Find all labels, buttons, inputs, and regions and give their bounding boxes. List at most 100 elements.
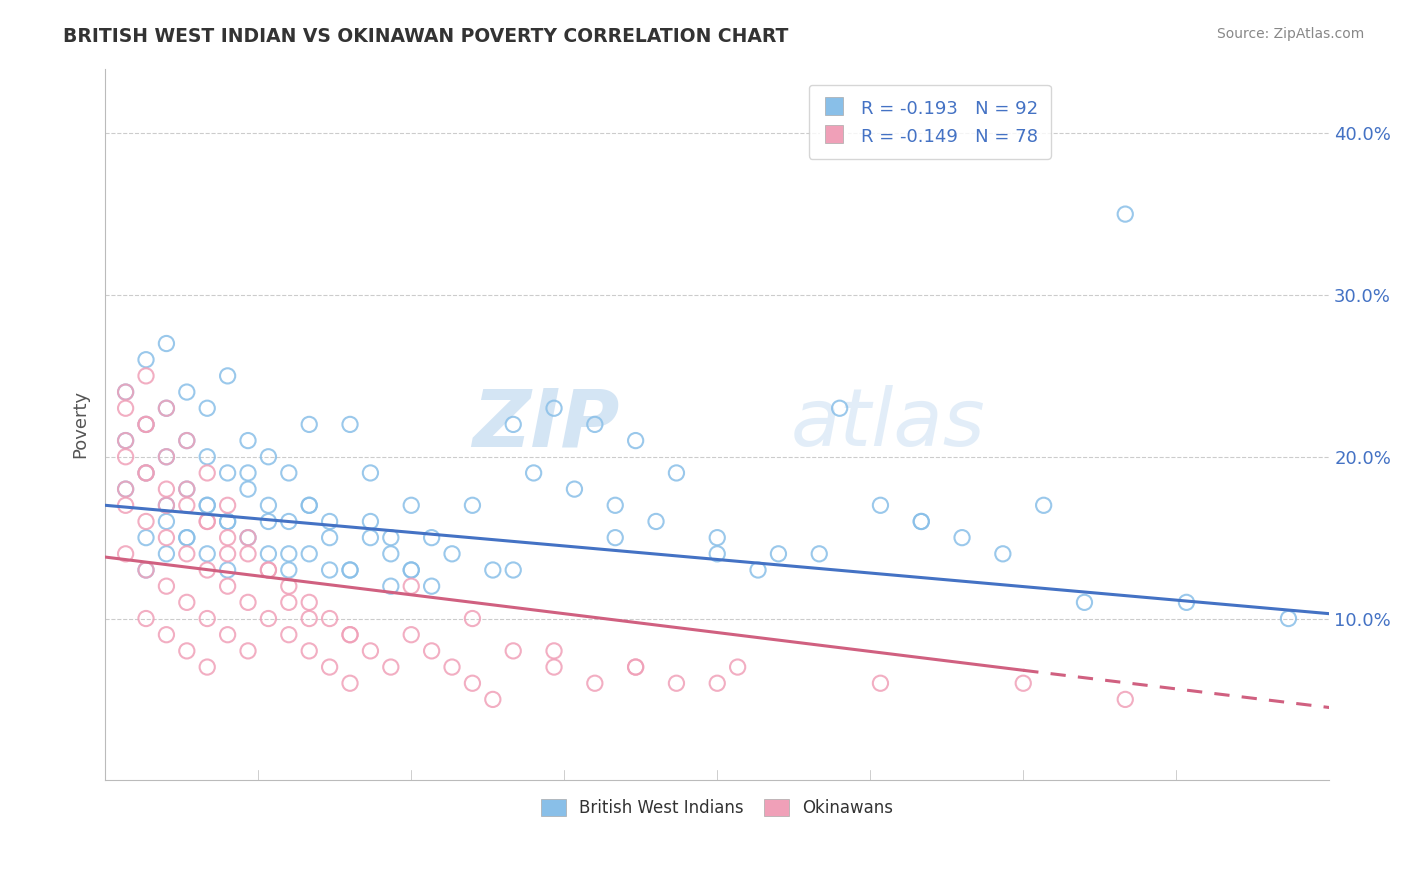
Point <box>236 531 259 545</box>
Point <box>359 644 381 658</box>
Point <box>318 563 340 577</box>
Point <box>318 515 340 529</box>
Point <box>339 417 361 432</box>
Point <box>236 531 259 545</box>
Point <box>605 531 627 545</box>
Point <box>399 563 422 577</box>
Point <box>910 515 932 529</box>
Point <box>991 547 1014 561</box>
Point <box>318 660 340 674</box>
Point <box>176 434 198 448</box>
Point <box>135 563 157 577</box>
Point <box>727 660 749 674</box>
Point <box>950 531 973 545</box>
Point <box>543 401 565 416</box>
Point <box>236 434 259 448</box>
Point <box>399 579 422 593</box>
Point <box>155 498 177 512</box>
Point <box>217 466 239 480</box>
Point <box>135 466 157 480</box>
Point <box>1175 595 1198 609</box>
Y-axis label: Poverty: Poverty <box>72 391 89 458</box>
Point <box>195 611 218 625</box>
Point <box>359 515 381 529</box>
Text: atlas: atlas <box>790 385 986 464</box>
Point <box>155 531 177 545</box>
Point <box>114 401 136 416</box>
Point <box>135 531 157 545</box>
Point <box>195 498 218 512</box>
Point <box>114 434 136 448</box>
Point <box>114 434 136 448</box>
Point <box>277 628 299 642</box>
Point <box>869 676 891 690</box>
Point <box>155 401 177 416</box>
Point <box>298 644 321 658</box>
Point <box>624 660 647 674</box>
Point <box>195 547 218 561</box>
Point <box>277 563 299 577</box>
Point <box>195 466 218 480</box>
Point <box>1277 611 1299 625</box>
Point <box>399 628 422 642</box>
Point <box>114 482 136 496</box>
Point <box>217 579 239 593</box>
Text: BRITISH WEST INDIAN VS OKINAWAN POVERTY CORRELATION CHART: BRITISH WEST INDIAN VS OKINAWAN POVERTY … <box>63 27 789 45</box>
Point <box>135 352 157 367</box>
Point <box>195 515 218 529</box>
Point <box>114 385 136 400</box>
Point <box>236 482 259 496</box>
Point <box>808 547 831 561</box>
Point <box>176 482 198 496</box>
Point <box>1012 676 1035 690</box>
Point <box>339 676 361 690</box>
Point <box>155 450 177 464</box>
Point <box>114 450 136 464</box>
Point <box>564 482 586 496</box>
Point <box>605 498 627 512</box>
Point <box>155 547 177 561</box>
Point <box>217 547 239 561</box>
Point <box>543 660 565 674</box>
Point <box>217 515 239 529</box>
Point <box>706 676 728 690</box>
Point <box>339 628 361 642</box>
Point <box>257 450 280 464</box>
Point <box>257 611 280 625</box>
Point <box>482 563 505 577</box>
Legend: British West Indians, Okinawans: British West Indians, Okinawans <box>533 790 901 825</box>
Point <box>257 498 280 512</box>
Point <box>135 368 157 383</box>
Point <box>135 466 157 480</box>
Point <box>217 563 239 577</box>
Point <box>195 660 218 674</box>
Point <box>420 531 443 545</box>
Point <box>114 385 136 400</box>
Point <box>461 611 484 625</box>
Point <box>135 417 157 432</box>
Point <box>440 547 463 561</box>
Point <box>236 595 259 609</box>
Point <box>828 401 851 416</box>
Point <box>359 531 381 545</box>
Point <box>277 579 299 593</box>
Point <box>706 547 728 561</box>
Point <box>380 579 402 593</box>
Point <box>339 628 361 642</box>
Point <box>645 515 668 529</box>
Point <box>461 676 484 690</box>
Point <box>114 498 136 512</box>
Point <box>114 482 136 496</box>
Point <box>380 531 402 545</box>
Point <box>195 563 218 577</box>
Point <box>257 547 280 561</box>
Point <box>1073 595 1095 609</box>
Point <box>155 482 177 496</box>
Point <box>155 336 177 351</box>
Point <box>583 417 606 432</box>
Point <box>176 498 198 512</box>
Point <box>298 547 321 561</box>
Point <box>236 466 259 480</box>
Point <box>502 417 524 432</box>
Point <box>277 595 299 609</box>
